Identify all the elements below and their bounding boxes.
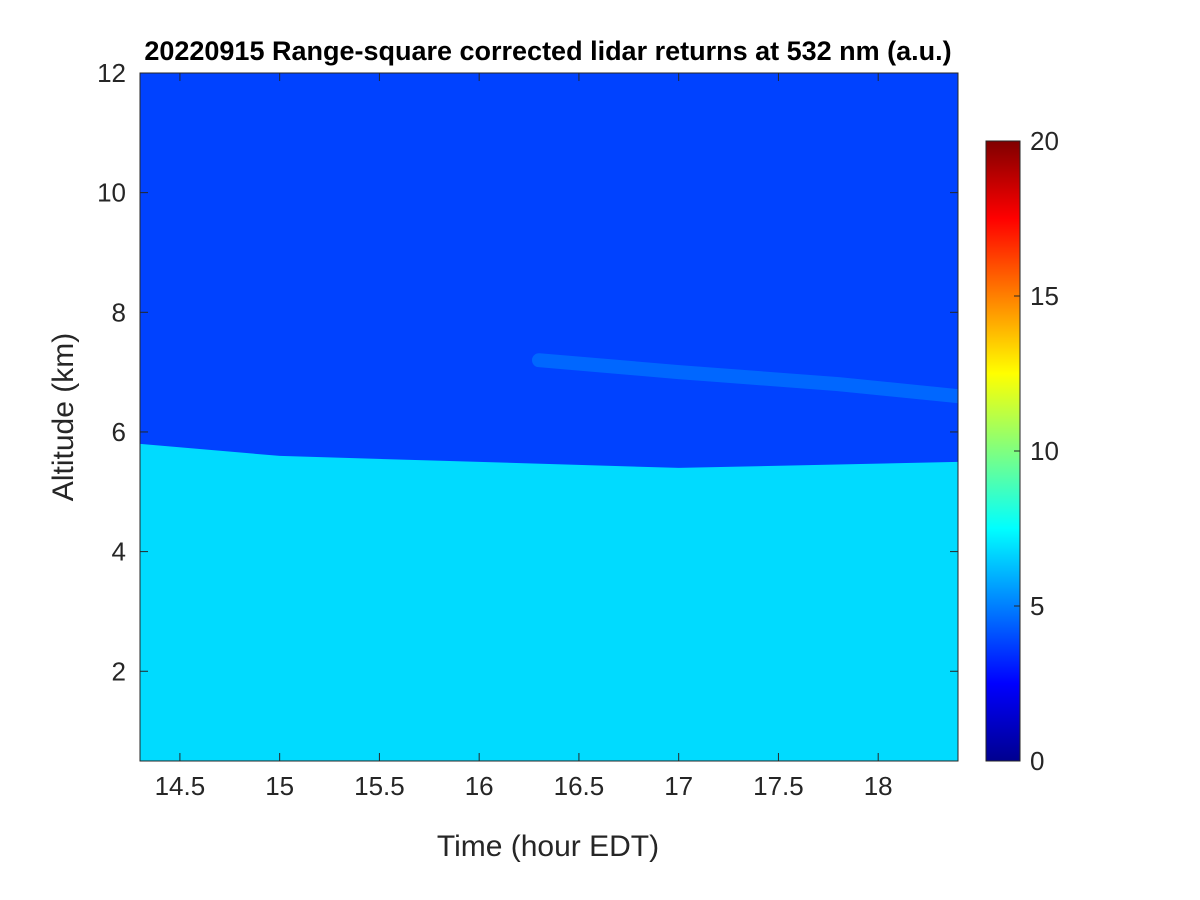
x-tick-label: 18: [864, 771, 893, 801]
x-tick-label: 17: [664, 771, 693, 801]
y-tick-label: 4: [112, 537, 126, 567]
colorbar: 0 5 10 15 20: [985, 126, 1059, 776]
x-tick-label: 16: [465, 771, 494, 801]
x-tick-label: 14.5: [155, 771, 206, 801]
colorbar-tick-label: 5: [1030, 591, 1044, 621]
x-tick-label: 15.5: [354, 771, 405, 801]
heatmap-layer-6: [532, 353, 958, 404]
y-tick-label: 6: [112, 417, 126, 447]
x-axis-label: Time (hour EDT): [437, 830, 659, 863]
y-tick-label: 2: [112, 656, 126, 686]
x-tick-label: 15: [265, 771, 294, 801]
x-tick-label: 17.5: [753, 771, 804, 801]
colorbar-tick-label: 0: [1030, 746, 1044, 776]
y-tick-label: 8: [112, 297, 126, 327]
colorbar-tick-label: 10: [1030, 436, 1059, 466]
colorbar-ticks: 0 5 10 15 20: [1014, 126, 1059, 776]
x-tick-label: 16.5: [554, 771, 605, 801]
axes-frame: [139, 72, 959, 762]
colorbar-tick-label: 20: [1030, 126, 1059, 156]
y-axis-label: Altitude (km): [47, 333, 80, 501]
colorbar-tick-label: 15: [1030, 281, 1059, 311]
y-tick-label: 10: [97, 178, 126, 208]
x-axis: 14.5 15 15.5 16 16.5 17 17.5 18: [155, 73, 893, 801]
y-axis: 2 4 6 8 10 12: [97, 58, 958, 686]
heatmap-layer-5: [140, 443, 958, 761]
plot-area: [140, 73, 958, 761]
chart-title: 20220915 Range-square corrected lidar re…: [144, 36, 951, 66]
y-tick-label: 12: [97, 58, 126, 88]
